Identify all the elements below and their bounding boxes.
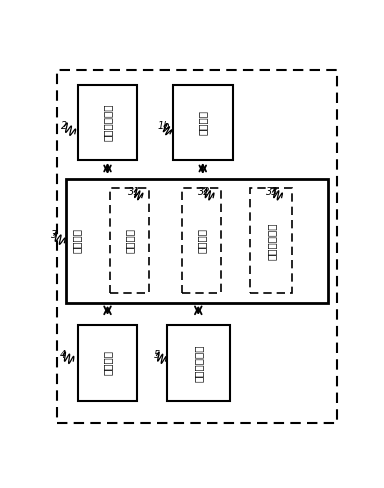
FancyBboxPatch shape: [167, 325, 230, 401]
Text: 33: 33: [266, 187, 279, 197]
FancyBboxPatch shape: [173, 85, 232, 160]
Text: 控制部件: 控制部件: [71, 228, 81, 253]
Text: 2: 2: [61, 121, 68, 131]
Text: 4: 4: [60, 350, 66, 361]
Text: 作业控制部件: 作业控制部件: [266, 222, 276, 260]
FancyBboxPatch shape: [57, 70, 337, 423]
Text: 32: 32: [198, 187, 210, 197]
FancyBboxPatch shape: [182, 188, 220, 293]
Text: 试样制备部件: 试样制备部件: [193, 344, 203, 382]
FancyBboxPatch shape: [111, 188, 149, 293]
Text: 31: 31: [128, 187, 141, 197]
Text: 存储部件: 存储部件: [125, 228, 135, 253]
FancyBboxPatch shape: [250, 188, 292, 293]
Text: 开始开关: 开始开关: [198, 110, 208, 135]
Text: 测定部件: 测定部件: [103, 350, 113, 375]
Text: 5: 5: [154, 350, 160, 361]
Text: 1b: 1b: [158, 121, 170, 131]
Text: 分析部件: 分析部件: [196, 228, 206, 253]
FancyBboxPatch shape: [78, 85, 137, 160]
Text: 显示输入部件: 显示输入部件: [103, 103, 113, 141]
Text: 3: 3: [51, 230, 57, 240]
FancyBboxPatch shape: [66, 179, 328, 303]
FancyBboxPatch shape: [78, 325, 137, 401]
